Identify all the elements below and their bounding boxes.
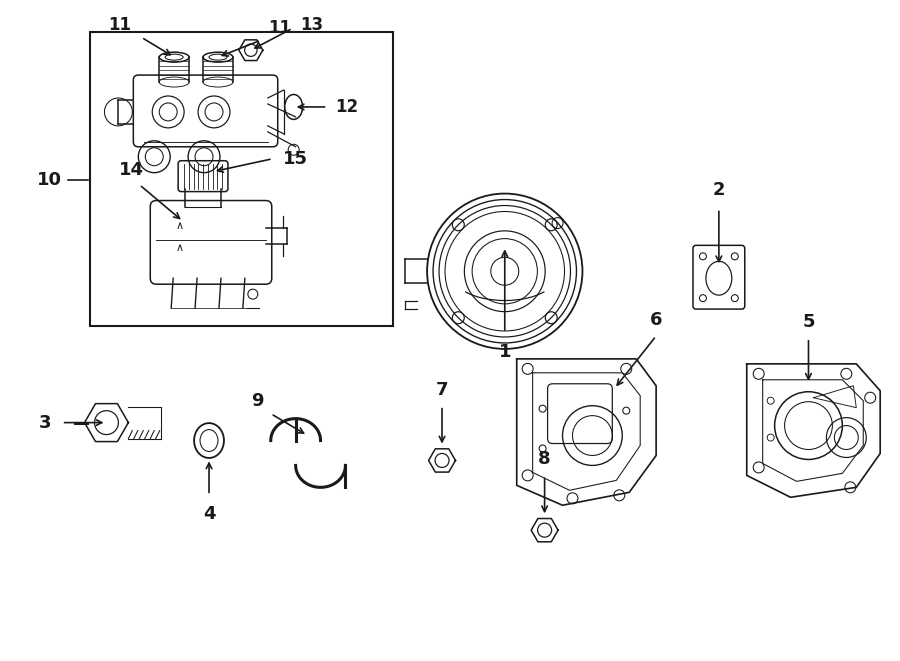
Text: 3: 3 (40, 414, 51, 432)
Text: 11: 11 (108, 17, 131, 34)
Text: 10: 10 (37, 171, 61, 188)
Text: 6: 6 (650, 311, 662, 329)
Text: ∧: ∧ (176, 221, 184, 231)
Text: 4: 4 (202, 505, 215, 524)
Text: 11: 11 (268, 19, 291, 37)
Bar (89, 32, 393, 326)
Text: 14: 14 (119, 161, 144, 178)
Text: 15: 15 (283, 150, 308, 168)
Text: 5: 5 (802, 313, 814, 331)
Text: 8: 8 (538, 450, 551, 469)
Text: ∧: ∧ (176, 243, 184, 253)
Text: 12: 12 (336, 98, 358, 116)
Text: 1: 1 (499, 343, 511, 361)
Text: 7: 7 (436, 381, 448, 399)
Text: 2: 2 (713, 180, 725, 198)
Text: 13: 13 (301, 17, 324, 34)
Text: 9: 9 (251, 392, 264, 410)
